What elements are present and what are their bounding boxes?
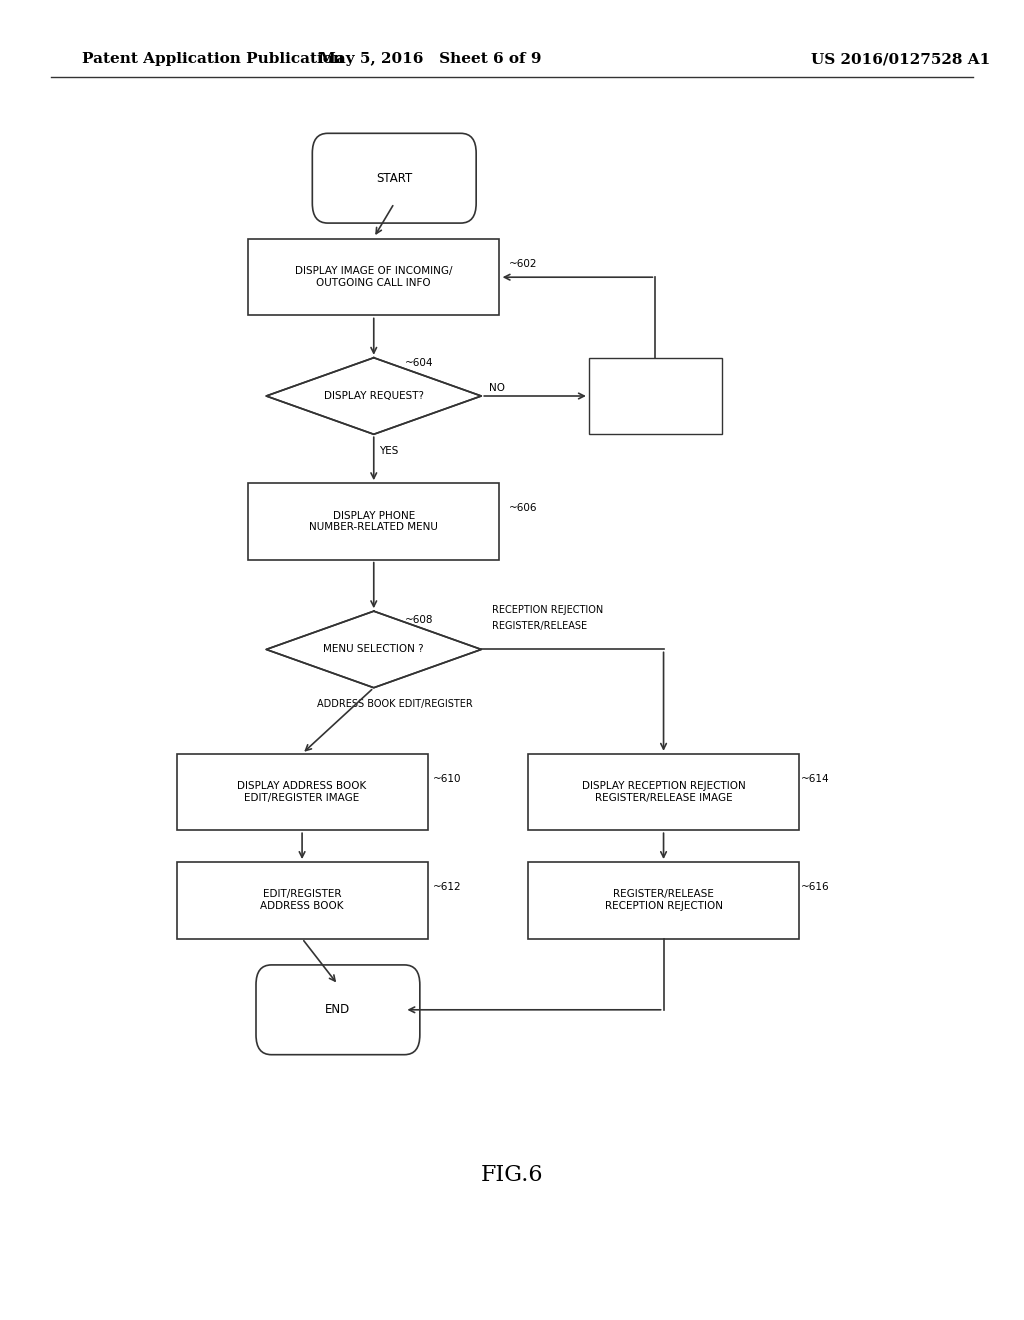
Text: EDIT/REGISTER
ADDRESS BOOK: EDIT/REGISTER ADDRESS BOOK — [260, 890, 344, 911]
Text: DISPLAY ADDRESS BOOK
EDIT/REGISTER IMAGE: DISPLAY ADDRESS BOOK EDIT/REGISTER IMAGE — [238, 781, 367, 803]
Bar — [589, 358, 722, 434]
Text: END: END — [326, 1003, 350, 1016]
Text: ~616: ~616 — [801, 882, 829, 892]
Bar — [528, 754, 800, 830]
Text: DISPLAY RECEPTION REJECTION
REGISTER/RELEASE IMAGE: DISPLAY RECEPTION REJECTION REGISTER/REL… — [582, 781, 745, 803]
Bar — [528, 862, 800, 939]
Text: START: START — [376, 172, 413, 185]
Text: REGISTER/RELEASE: REGISTER/RELEASE — [492, 620, 587, 631]
Bar — [248, 239, 500, 315]
Text: DISPLAY REQUEST?: DISPLAY REQUEST? — [324, 391, 424, 401]
Bar — [248, 483, 500, 560]
Text: NO: NO — [489, 383, 506, 393]
Text: ~606: ~606 — [509, 503, 538, 513]
Polygon shape — [266, 611, 481, 688]
Text: FIG.6: FIG.6 — [480, 1164, 544, 1185]
Text: DISPLAY IMAGE OF INCOMING/
OUTGOING CALL INFO: DISPLAY IMAGE OF INCOMING/ OUTGOING CALL… — [295, 267, 453, 288]
Text: ~602: ~602 — [509, 259, 538, 269]
Text: ~614: ~614 — [801, 774, 829, 784]
Text: MENU SELECTION ?: MENU SELECTION ? — [324, 644, 424, 655]
Bar — [176, 754, 428, 830]
Text: RECEPTION REJECTION: RECEPTION REJECTION — [492, 605, 603, 615]
Text: ADDRESS BOOK EDIT/REGISTER: ADDRESS BOOK EDIT/REGISTER — [317, 698, 473, 709]
Text: DISPLAY PHONE
NUMBER-RELATED MENU: DISPLAY PHONE NUMBER-RELATED MENU — [309, 511, 438, 532]
FancyBboxPatch shape — [312, 133, 476, 223]
Text: ~610: ~610 — [433, 774, 462, 784]
Text: Patent Application Publication: Patent Application Publication — [82, 53, 344, 66]
Polygon shape — [266, 358, 481, 434]
Bar — [176, 862, 428, 939]
Text: ~604: ~604 — [404, 358, 433, 368]
Text: REGISTER/RELEASE
RECEPTION REJECTION: REGISTER/RELEASE RECEPTION REJECTION — [604, 890, 723, 911]
Text: YES: YES — [379, 446, 398, 457]
FancyBboxPatch shape — [256, 965, 420, 1055]
Text: ~608: ~608 — [404, 615, 433, 626]
Text: May 5, 2016   Sheet 6 of 9: May 5, 2016 Sheet 6 of 9 — [318, 53, 542, 66]
Text: ~612: ~612 — [433, 882, 462, 892]
Text: US 2016/0127528 A1: US 2016/0127528 A1 — [811, 53, 991, 66]
